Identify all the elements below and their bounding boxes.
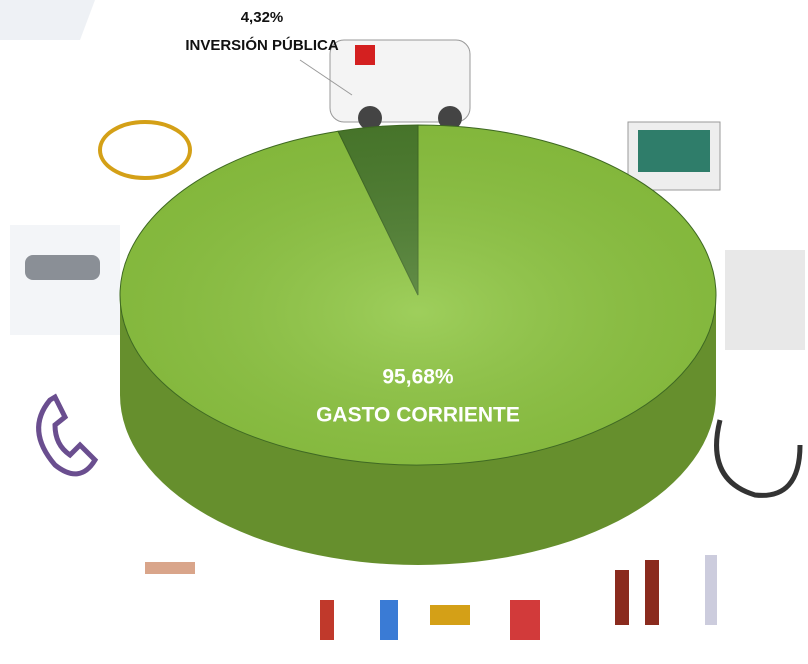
stethoscope-icon — [714, 419, 803, 498]
ambulance-cross — [355, 45, 375, 65]
device-icon — [430, 605, 470, 625]
slice-category-label: INVERSIÓN PÚBLICA — [185, 36, 339, 54]
pie — [119, 124, 717, 565]
corner-shape — [0, 0, 95, 40]
slice-value-label: 95,68% — [382, 366, 454, 389]
ambulance-wheel — [438, 106, 462, 130]
microscope-icon — [725, 250, 805, 350]
tube-icon — [645, 560, 659, 625]
pie-side — [120, 295, 716, 565]
slice-value-label: 4,32% — [241, 9, 284, 26]
monitor-screen — [638, 130, 710, 172]
lamp-icon — [98, 120, 192, 180]
bandage-icon — [145, 562, 195, 574]
slice-category-label: GASTO CORRIENTE — [316, 404, 520, 427]
phone-icon — [36, 393, 99, 477]
device-icon — [320, 600, 334, 640]
syringe-icon — [705, 555, 717, 625]
faucet-icon — [25, 255, 100, 280]
leader-line — [299, 59, 353, 96]
device-icon — [510, 600, 540, 640]
device-icon — [380, 600, 398, 640]
ambulance-wheel — [358, 106, 382, 130]
tube-icon — [615, 570, 629, 625]
